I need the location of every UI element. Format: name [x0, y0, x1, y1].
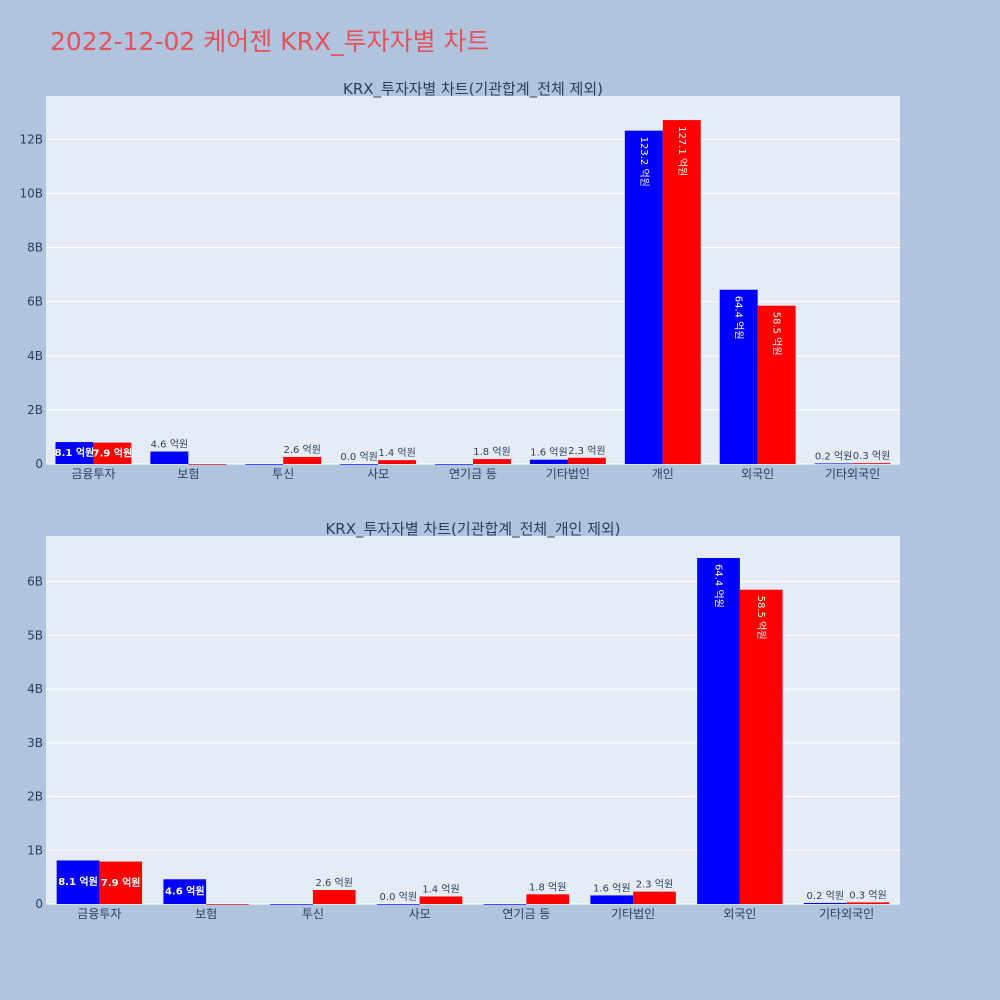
data-label: 4.6 억원: [165, 885, 205, 898]
x-tick-label: 개인: [652, 467, 674, 481]
x-tick-label: 금융투자: [77, 907, 121, 921]
data-label: 58.5 억원: [771, 312, 783, 356]
bar: [567, 457, 606, 464]
bar: [624, 130, 663, 464]
x-tick-label: 금융투자: [71, 467, 115, 481]
x-tick-label: 사모: [409, 907, 431, 921]
y-tick-label: 2B: [27, 790, 43, 804]
data-label: 1.4 억원: [378, 447, 415, 459]
data-label: 8.1 억원: [58, 875, 98, 888]
bar: [340, 464, 379, 465]
data-label: 64.4 억원: [713, 564, 725, 608]
data-label: 1.6 억원: [530, 447, 567, 459]
page-title: 2022-12-02 케어젠 KRX_투자자별 차트: [50, 27, 490, 56]
bar: [206, 904, 249, 905]
bar: [435, 464, 473, 465]
x-tick-label: 기타외국인: [819, 907, 874, 921]
data-label: 127.1 억원: [676, 126, 688, 176]
x-tick-label: 외국인: [723, 907, 756, 921]
x-tick-label: 기타외국인: [825, 467, 880, 481]
bar: [852, 463, 891, 464]
data-label: 8.1 억원: [55, 446, 95, 459]
bar: [283, 456, 322, 464]
chart-title: KRX_투자자별 차트(기관합계_전체 제외): [343, 80, 603, 99]
bar: [526, 894, 570, 904]
data-label: 2.6 억원: [315, 877, 352, 889]
bar: [803, 902, 847, 904]
data-label: 123.2 억원: [638, 137, 650, 187]
y-tick-label: 1B: [27, 843, 43, 857]
data-label: 2.6 억원: [283, 444, 320, 456]
x-tick-label: 사모: [367, 467, 389, 481]
chart-1: KRX_투자자별 차트(기관합계_전체 제외) 0 2B 4B 6B 8B 10B 12B 금융…: [19, 80, 900, 481]
x-tick-label: 연기금 등: [449, 467, 497, 481]
y-tick-label: 8B: [27, 241, 43, 255]
bar: [56, 860, 100, 904]
bar: [633, 891, 676, 904]
y-tick-label: 3B: [27, 736, 43, 750]
y-tick-label: 6B: [27, 295, 43, 309]
bar: [590, 895, 634, 904]
y-tick-label: 4B: [27, 682, 43, 696]
bar: [150, 451, 189, 464]
bar: [55, 442, 94, 464]
x-tick-label: 기타법인: [546, 467, 590, 481]
data-label: 0.0 억원: [340, 451, 377, 463]
data-label: 7.9 억원: [101, 876, 141, 889]
bar: [312, 890, 356, 904]
bar: [376, 904, 420, 905]
bar: [188, 464, 227, 465]
bar: [419, 896, 463, 904]
data-label: 64.4 억원: [733, 296, 745, 340]
y-tick-label: 0: [35, 897, 43, 911]
x-tick-label: 보험: [195, 907, 217, 921]
bar: [473, 459, 511, 464]
y-tick-label: 0: [35, 457, 43, 471]
bar: [719, 289, 758, 464]
bar: [529, 459, 568, 464]
y-tick-label: 6B: [27, 575, 43, 589]
data-label: 58.5 억원: [755, 596, 767, 640]
chart-title: KRX_투자자별 차트(기관합계_전체_개인 제외): [325, 520, 620, 539]
x-tick-label: 투신: [272, 467, 294, 481]
bar: [697, 558, 740, 904]
y-tick-label: 10B: [19, 186, 43, 200]
x-tick-label: 연기금 등: [502, 907, 550, 921]
data-label: 2.3 억원: [636, 879, 673, 891]
y-tick-label: 12B: [19, 132, 43, 146]
y-tick-label: 5B: [27, 628, 43, 642]
x-tick-label: 투신: [302, 907, 324, 921]
bar: [739, 589, 783, 904]
data-label: 0.3 억원: [849, 889, 886, 901]
data-label: 0.3 억원: [853, 450, 890, 462]
data-label: 1.8 억원: [473, 446, 510, 458]
bar: [814, 463, 853, 465]
bar: [93, 442, 132, 464]
bar: [163, 879, 207, 904]
bar: [846, 902, 890, 904]
data-label: 1.6 억원: [593, 882, 630, 894]
data-label: 1.4 억원: [422, 883, 459, 895]
data-label: 0.2 억원: [807, 890, 844, 902]
bar: [378, 460, 417, 464]
y-tick-label: 4B: [27, 349, 43, 363]
bar: [483, 904, 527, 905]
bar: [245, 464, 284, 465]
bar: [662, 120, 701, 465]
data-label: 7.9 억원: [93, 446, 133, 459]
x-tick-label: 보험: [177, 467, 199, 481]
data-label: 0.0 억원: [380, 891, 417, 903]
data-label: 0.2 억원: [815, 450, 852, 462]
bar: [270, 904, 313, 905]
x-tick-label: 기타법인: [611, 907, 655, 921]
data-label: 2.3 억원: [568, 445, 605, 457]
data-label: 1.8 억원: [529, 881, 566, 893]
data-label: 4.6 억원: [151, 439, 188, 451]
bar: [757, 305, 796, 464]
bar: [99, 861, 143, 904]
y-tick-label: 2B: [27, 403, 43, 417]
x-tick-label: 외국인: [741, 467, 774, 481]
